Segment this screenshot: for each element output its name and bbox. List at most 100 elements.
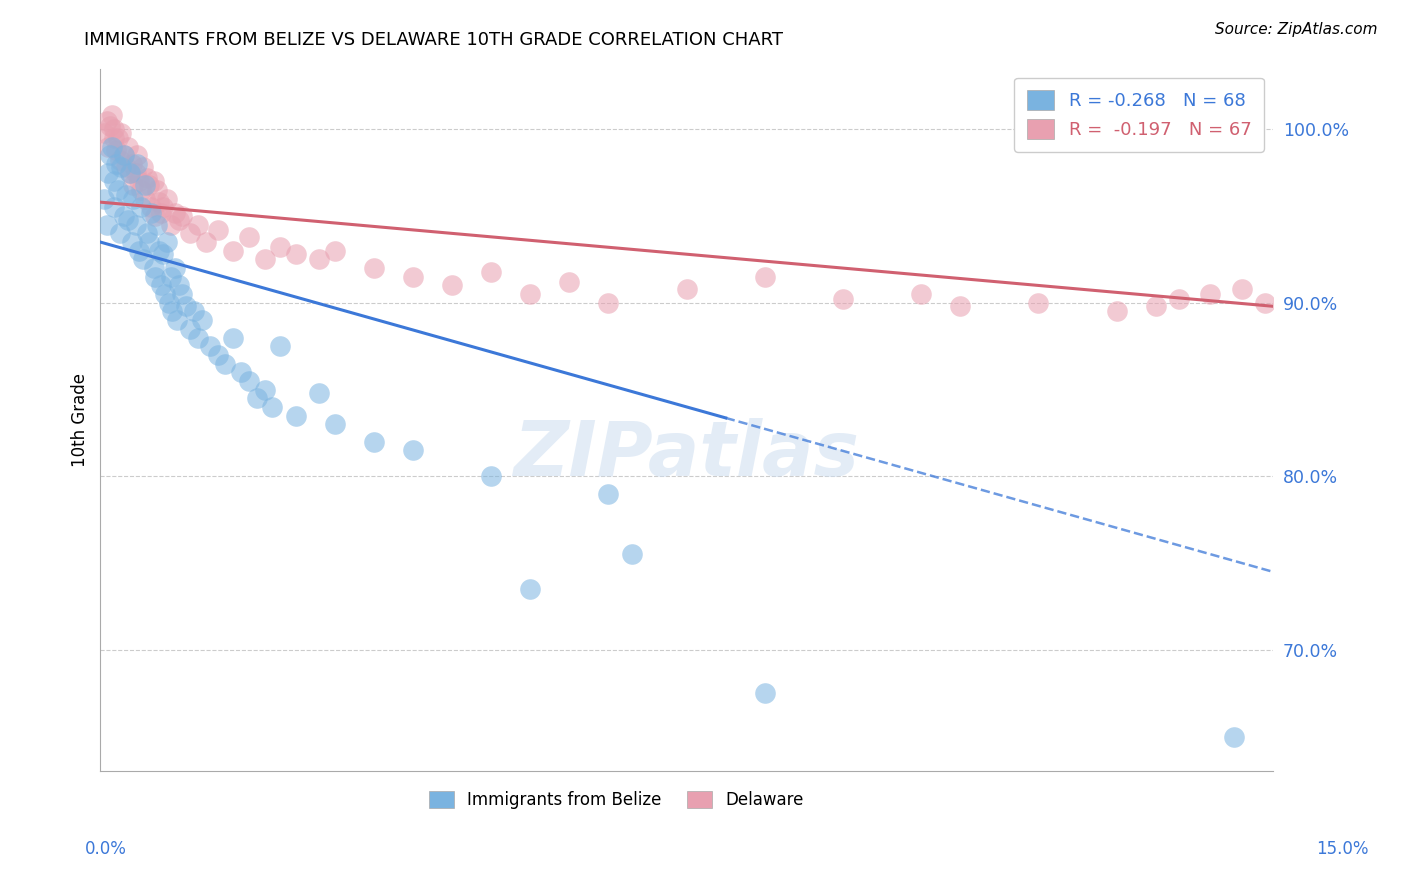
- Point: [157, 295, 180, 310]
- Point: [598, 295, 620, 310]
- Point: [441, 278, 464, 293]
- Point: [127, 157, 149, 171]
- Point: [754, 269, 776, 284]
- Point: [1144, 299, 1167, 313]
- Point: [93, 192, 115, 206]
- Point: [120, 166, 142, 180]
- Point: [675, 282, 697, 296]
- Point: [159, 269, 181, 284]
- Point: [308, 386, 330, 401]
- Point: [162, 304, 184, 318]
- Text: Source: ZipAtlas.com: Source: ZipAtlas.com: [1215, 22, 1378, 37]
- Point: [519, 582, 541, 596]
- Point: [323, 244, 346, 258]
- Point: [97, 166, 120, 180]
- Point: [323, 417, 346, 432]
- Point: [198, 339, 221, 353]
- Point: [402, 443, 425, 458]
- Point: [103, 200, 125, 214]
- Point: [101, 108, 124, 122]
- Point: [284, 409, 307, 423]
- Point: [124, 218, 146, 232]
- Point: [103, 122, 125, 136]
- Point: [519, 287, 541, 301]
- Point: [132, 161, 155, 175]
- Point: [107, 183, 129, 197]
- Point: [479, 469, 502, 483]
- Point: [103, 174, 125, 188]
- Point: [558, 275, 581, 289]
- Point: [134, 178, 156, 192]
- Point: [1199, 287, 1222, 301]
- Text: 0.0%: 0.0%: [84, 840, 127, 858]
- Point: [98, 119, 121, 133]
- Point: [104, 143, 127, 157]
- Point: [156, 235, 179, 249]
- Point: [176, 299, 198, 313]
- Point: [191, 313, 214, 327]
- Point: [1028, 295, 1050, 310]
- Point: [479, 264, 502, 278]
- Point: [363, 434, 385, 449]
- Point: [284, 247, 307, 261]
- Point: [167, 278, 190, 293]
- Point: [155, 287, 177, 301]
- Point: [98, 148, 121, 162]
- Y-axis label: 10th Grade: 10th Grade: [72, 373, 89, 467]
- Point: [150, 278, 173, 293]
- Point: [145, 183, 167, 197]
- Point: [238, 374, 260, 388]
- Point: [148, 244, 170, 258]
- Point: [122, 192, 145, 206]
- Point: [910, 287, 932, 301]
- Point: [103, 131, 125, 145]
- Point: [121, 235, 143, 249]
- Point: [138, 235, 160, 249]
- Point: [138, 178, 160, 192]
- Point: [402, 269, 425, 284]
- Point: [142, 174, 165, 188]
- Point: [107, 131, 129, 145]
- Point: [1223, 730, 1246, 744]
- Point: [269, 339, 291, 353]
- Point: [112, 209, 135, 223]
- Point: [150, 205, 173, 219]
- Point: [949, 299, 972, 313]
- Point: [246, 391, 269, 405]
- Point: [134, 192, 156, 206]
- Point: [754, 686, 776, 700]
- Point: [1168, 293, 1191, 307]
- Point: [269, 240, 291, 254]
- Point: [117, 139, 139, 153]
- Point: [104, 157, 127, 171]
- Point: [1230, 282, 1253, 296]
- Point: [97, 139, 120, 153]
- Point: [101, 139, 124, 153]
- Point: [117, 212, 139, 227]
- Point: [152, 247, 174, 261]
- Text: ZIPatlas: ZIPatlas: [513, 418, 859, 492]
- Point: [172, 209, 194, 223]
- Point: [148, 195, 170, 210]
- Point: [143, 209, 166, 223]
- Point: [132, 252, 155, 267]
- Point: [136, 170, 159, 185]
- Point: [262, 400, 284, 414]
- Point: [142, 261, 165, 276]
- Point: [172, 287, 194, 301]
- Point: [127, 148, 149, 162]
- Point: [183, 304, 205, 318]
- Point: [93, 126, 115, 140]
- Point: [145, 218, 167, 232]
- Point: [620, 548, 643, 562]
- Point: [152, 200, 174, 214]
- Point: [112, 148, 135, 162]
- Point: [222, 330, 245, 344]
- Point: [115, 161, 138, 175]
- Point: [214, 357, 236, 371]
- Point: [136, 227, 159, 241]
- Legend: Immigrants from Belize, Delaware: Immigrants from Belize, Delaware: [422, 784, 810, 816]
- Point: [832, 293, 855, 307]
- Point: [308, 252, 330, 267]
- Point: [253, 252, 276, 267]
